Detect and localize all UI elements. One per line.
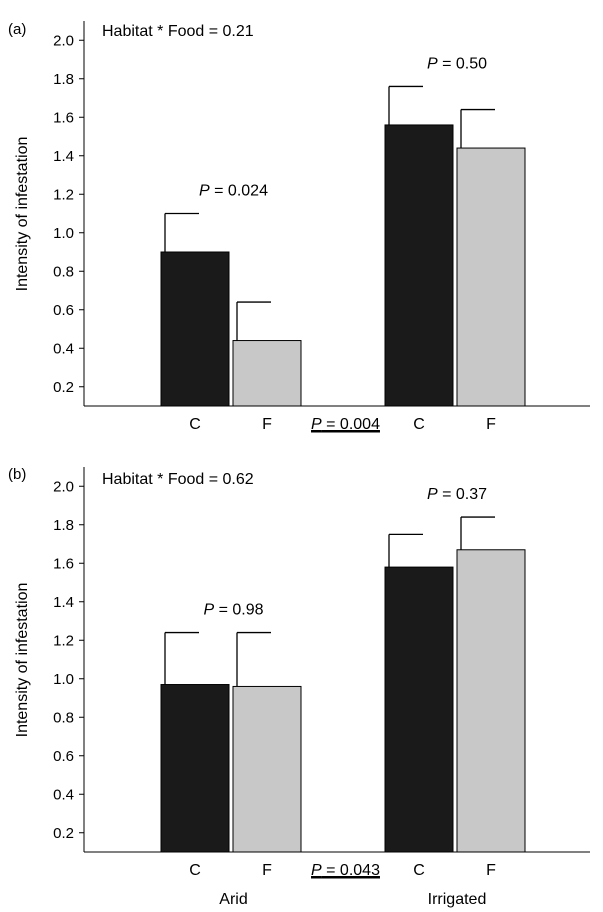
interaction-annotation: Habitat * Food = 0.62	[102, 471, 254, 488]
p-value-annotation: P = 0.024	[199, 183, 268, 200]
bar-C	[160, 684, 230, 853]
p-value-annotation: P = 0.98	[203, 602, 263, 619]
p-value: = 0.37	[438, 486, 487, 503]
category-label: F	[262, 862, 272, 879]
p-value: = 0.004	[322, 416, 380, 433]
y-tick-label: 2.0	[53, 478, 74, 495]
interaction-annotation: Habitat * Food = 0.21	[102, 23, 254, 40]
p-symbol: P	[427, 486, 438, 503]
p-value: = 0.024	[210, 183, 268, 200]
bar-C	[384, 566, 454, 853]
bar-F	[456, 549, 526, 853]
y-tick-label: 0.6	[53, 302, 74, 319]
between-habitat-p-value: P = 0.043	[311, 862, 380, 879]
category-label: F	[486, 416, 496, 433]
y-tick-label: 0.6	[53, 748, 74, 765]
y-tick-label: 1.4	[53, 148, 74, 165]
chart-panel-2: 0.2 0.4 0.6 0.8 1.0 1.2 1.4 1.6 1.8 2.0 (b) Intensi…	[8, 466, 590, 908]
p-symbol: P	[311, 416, 322, 433]
y-tick-label: 1.0	[53, 671, 74, 688]
y-tick-label: 0.8	[53, 263, 74, 280]
y-tick-label: 1.4	[53, 594, 74, 611]
y-axis-label: Intensity of infestation	[14, 583, 31, 738]
bar-C	[384, 124, 454, 407]
y-axis-label: Intensity of infestation	[14, 137, 31, 292]
y-tick-label: 1.2	[53, 632, 74, 649]
y-tick-label: 0.8	[53, 709, 74, 726]
y-tick-label: 1.6	[53, 555, 74, 572]
bar-F	[232, 685, 302, 853]
category-label: C	[413, 416, 425, 433]
category-label: C	[413, 862, 425, 879]
group-label: Irrigated	[428, 891, 487, 908]
bar-F	[456, 147, 526, 407]
y-tick-label: 0.2	[53, 379, 74, 396]
p-symbol: P	[427, 55, 438, 72]
group-label: Arid	[219, 891, 247, 908]
y-tick-label: 1.8	[53, 71, 74, 88]
p-symbol: P	[203, 602, 214, 619]
panel-label: (a)	[8, 21, 26, 38]
y-tick-label: 1.0	[53, 225, 74, 242]
p-value: = 0.043	[322, 862, 380, 879]
p-symbol: P	[199, 183, 210, 200]
category-label: F	[486, 862, 496, 879]
p-value-annotation: P = 0.37	[427, 486, 487, 503]
chart-panel-1: 0.2 0.4 0.6 0.8 1.0 1.2 1.4 1.6 1.8 2.0 (a) Intensi…	[8, 21, 590, 433]
p-symbol: P	[311, 862, 322, 879]
y-tick-label: 0.4	[53, 340, 74, 357]
bar-F	[232, 340, 302, 407]
y-tick-label: 0.4	[53, 786, 74, 803]
panel-label: (b)	[8, 466, 26, 483]
p-value: = 0.50	[438, 55, 487, 72]
p-value-annotation: P = 0.50	[427, 55, 487, 72]
y-tick-label: 1.8	[53, 517, 74, 534]
y-tick-label: 1.2	[53, 186, 74, 203]
p-value: = 0.98	[214, 602, 263, 619]
category-label: F	[262, 416, 272, 433]
category-label: C	[189, 862, 201, 879]
y-tick-label: 2.0	[53, 32, 74, 49]
category-label: C	[189, 416, 201, 433]
bar-C	[160, 251, 230, 407]
y-tick-label: 1.6	[53, 109, 74, 126]
between-habitat-p-value: P = 0.004	[311, 416, 380, 433]
y-tick-label: 0.2	[53, 825, 74, 842]
